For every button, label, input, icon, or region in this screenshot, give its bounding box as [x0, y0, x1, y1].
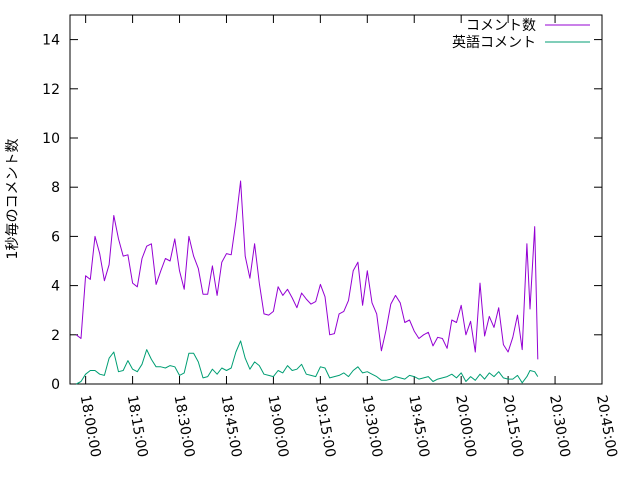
x-tick-label: 19:00:00 — [264, 394, 291, 459]
x-tick-label: 19:45:00 — [405, 394, 432, 459]
x-tick-label: 20:15:00 — [499, 394, 526, 459]
y-tick-label: 0 — [51, 377, 60, 393]
y-tick-label: 14 — [42, 33, 60, 49]
y-axis: 0 2 4 6 8 10 12 14 — [42, 33, 602, 393]
y-tick-label: 10 — [42, 131, 60, 147]
series-line-2 — [76, 340, 539, 385]
y-tick-label: 8 — [51, 180, 60, 196]
y-tick-label: 12 — [42, 82, 60, 98]
x-tick-label: 20:00:00 — [452, 394, 479, 459]
y-tick-label: 6 — [51, 229, 60, 245]
x-axis: 18:00:00 18:15:00 18:30:00 18:45:00 19:00:00… — [77, 15, 620, 459]
x-tick-label: 20:45:00 — [593, 394, 620, 459]
legend-label-1: コメント数 — [466, 18, 536, 34]
plot-frame — [69, 14, 603, 385]
x-tick-label: 19:15:00 — [311, 394, 338, 459]
x-tick-label: 18:45:00 — [218, 394, 245, 459]
x-tick-label: 18:15:00 — [124, 394, 151, 459]
y-tick-label: 2 — [51, 328, 60, 344]
x-tick-label: 18:00:00 — [77, 394, 104, 459]
y-tick-label: 4 — [51, 279, 60, 295]
x-tick-label: 19:30:00 — [358, 394, 385, 459]
x-tick-label: 18:30:00 — [171, 394, 198, 459]
series-layer — [75, 180, 539, 385]
series-line-1 — [75, 180, 539, 360]
x-tick-label: 20:30:00 — [546, 394, 573, 459]
y-axis-title: 1秒毎のコメント数 — [5, 139, 21, 260]
legend-label-2: 英語コメント — [452, 34, 536, 51]
